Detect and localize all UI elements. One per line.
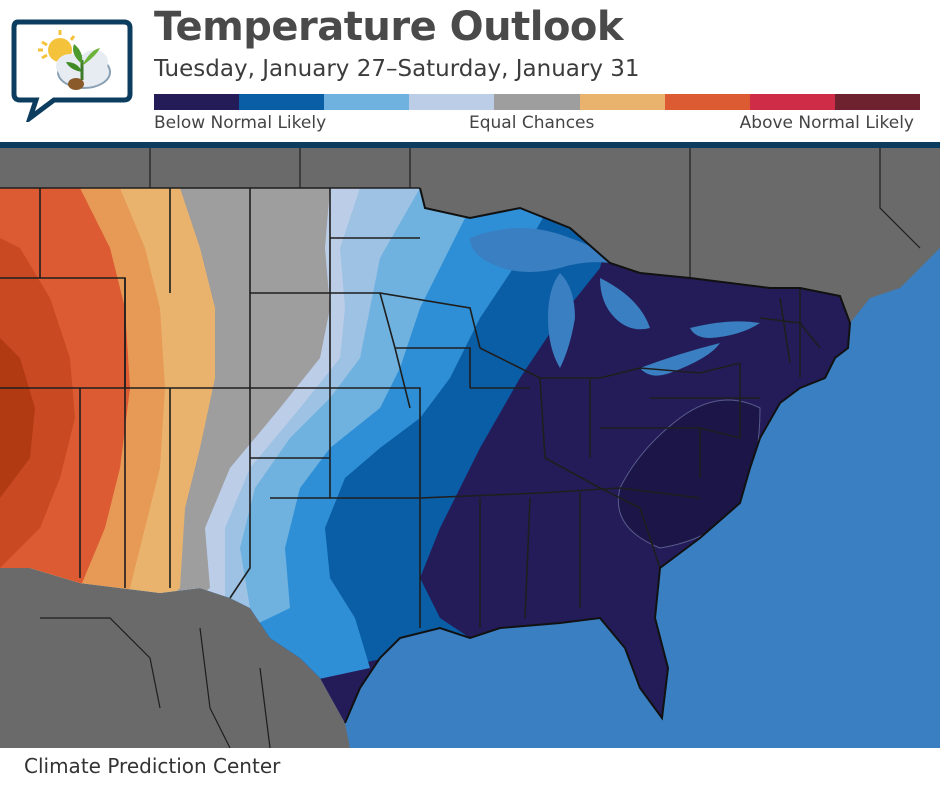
legend-swatch-4: [494, 94, 580, 110]
legend-equal-label: Equal Chances: [469, 113, 595, 133]
legend-swatch-3: [409, 94, 495, 110]
state-boundaries: [0, 187, 821, 628]
coastline: [344, 187, 852, 724]
legend-below-label: Below Normal Likely: [154, 113, 327, 133]
source-credit: Climate Prediction Center: [24, 754, 281, 778]
legend-swatch-5: [579, 94, 665, 110]
footer: [0, 748, 940, 788]
header-divider: [0, 142, 940, 148]
legend-above-label: Above Normal Likely: [739, 113, 914, 133]
legend-swatch-8: [834, 94, 920, 110]
legend-swatch-1: [239, 94, 325, 110]
header: Temperature Outlook Tuesday, January 27–…: [0, 0, 940, 142]
mexico-land: [0, 568, 350, 748]
legend-swatch-2: [324, 94, 410, 110]
legend-swatch-6: [664, 94, 750, 110]
date-range-subtitle: Tuesday, January 27–Saturday, January 31: [154, 56, 640, 82]
great-lakes: [470, 228, 760, 376]
weather-logo-icon: [11, 19, 133, 122]
outlook-map: [0, 148, 940, 748]
legend-swatch-0: [154, 94, 240, 110]
foreign-boundaries: [40, 148, 921, 748]
legend-swatch-7: [749, 94, 835, 110]
page-title: Temperature Outlook: [154, 4, 624, 50]
baja-peninsula: [30, 568, 150, 748]
legend-color-bar: [154, 94, 920, 110]
